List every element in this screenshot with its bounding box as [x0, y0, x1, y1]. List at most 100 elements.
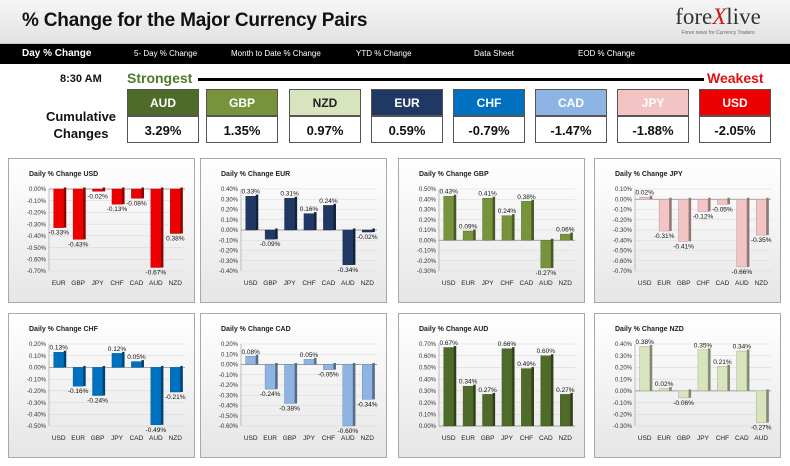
data-label: 0.13%	[49, 345, 68, 352]
bar-side	[531, 199, 534, 241]
x-tick-label: USD	[638, 280, 652, 287]
bar-chf	[323, 364, 334, 370]
bar-nzd	[560, 394, 571, 427]
nav-eod-change[interactable]: EOD % Change	[578, 49, 635, 58]
bar-side	[102, 365, 106, 396]
chart-panel-gbp[interactable]: Daily % Change GBP 0.50% 0.40% 0.30% 0.20% 0.…	[398, 158, 585, 303]
strength-scale-line	[198, 78, 704, 81]
x-tick-label: AUD	[149, 435, 163, 442]
currency-tile-usd[interactable]: USD	[699, 89, 771, 116]
currency-tile-eur[interactable]: EUR	[371, 89, 443, 116]
bar-nzd	[170, 367, 181, 393]
y-tick-label: 0.20%	[419, 218, 437, 224]
chart-panel-nzd[interactable]: Daily % Change NZD 0.40% 0.30% 0.20% 0.10% 0.…	[594, 313, 781, 458]
bar-usd	[443, 347, 454, 427]
bar-gbp	[284, 364, 295, 404]
nav-data-sheet[interactable]: Data Sheet	[474, 49, 515, 58]
chart-panel-usd[interactable]: Daily % Change USD 0.00% -0.10% -0.20% -0.30…	[8, 158, 195, 303]
data-label: -0.12%	[693, 214, 714, 221]
y-tick-label: 0.00%	[419, 424, 437, 430]
data-label: -0.21%	[165, 394, 186, 401]
bar-gbp	[264, 229, 276, 240]
bar-cad	[717, 199, 728, 205]
x-tick-label: JPY	[501, 435, 514, 442]
currency-tile-cad[interactable]: CAD	[535, 89, 607, 116]
x-tick-label: EUR	[52, 280, 66, 287]
logo-tagline: Forex news for Currency Traders	[681, 30, 755, 36]
bar-aud	[736, 199, 748, 268]
currency-tile-jpy[interactable]: JPY	[617, 89, 689, 116]
chart-panel-chf[interactable]: Daily % Change CHF 0.20% 0.10% 0.00% -0.10% -…	[8, 313, 195, 458]
bar-side	[550, 238, 554, 268]
chart-panel-cad[interactable]: Daily % Change CAD 0.20% 0.10% 0.00% -0.10% -…	[200, 313, 387, 458]
bar-side	[83, 187, 86, 240]
nav-ytd-change[interactable]: YTD % Change	[356, 49, 412, 58]
bar-side	[275, 363, 278, 390]
bar-side	[708, 348, 711, 391]
x-tick-label: JPY	[284, 280, 297, 287]
data-label: 0.21%	[713, 359, 732, 366]
bar-side	[160, 365, 164, 425]
x-tick-label: CAD	[130, 280, 144, 287]
y-tick-label: -0.10%	[27, 199, 47, 205]
bar-cad	[131, 361, 142, 368]
data-label: 0.02%	[635, 190, 654, 197]
nav-month-to-date[interactable]: Month to Date % Change	[231, 49, 321, 58]
data-label: -0.66%	[732, 269, 753, 276]
y-tick-label: 0.40%	[615, 342, 633, 348]
cumulative-value-eur: 0.59%	[371, 116, 443, 143]
nav-bar: Day % Change 5- Day % Change Month to Da…	[0, 44, 790, 64]
currency-tile-chf[interactable]: CHF	[453, 89, 525, 116]
currency-tile-nzd[interactable]: NZD	[289, 89, 361, 116]
y-tick-label: 0.40%	[419, 377, 437, 383]
bar-nzd	[170, 188, 181, 234]
chart-panel-aud[interactable]: Daily % Change AUD 0.70% 0.60% 0.50% 0.40% 0.…	[398, 313, 585, 458]
bar-cad	[521, 201, 532, 241]
y-tick-label: -0.30%	[27, 401, 47, 407]
bar-side	[333, 203, 336, 230]
bar-side	[727, 197, 730, 205]
bar-side	[372, 363, 375, 400]
bar-side	[141, 187, 144, 199]
y-tick-label: 0.20%	[615, 366, 633, 372]
y-tick-label: 0.20%	[29, 342, 47, 348]
nav-day-change[interactable]: Day % Change	[22, 48, 92, 59]
bar-side	[122, 351, 125, 368]
forexlive-logo[interactable]: foreXlive Forex news for Currency Trader…	[658, 4, 778, 38]
y-tick-label: 0.30%	[615, 354, 633, 360]
cumulative-value-jpy: -1.88%	[617, 116, 689, 143]
y-tick-label: -0.50%	[27, 424, 47, 430]
bar-cad	[736, 350, 748, 392]
chart-nzd: Daily % Change NZD 0.40% 0.30% 0.20% 0.10% 0.…	[613, 326, 772, 442]
x-tick-label: EUR	[657, 435, 671, 442]
y-tick-label: 0.10%	[221, 218, 239, 224]
x-tick-label: JPY	[303, 435, 316, 442]
x-tick-label: EUR	[71, 435, 85, 442]
data-label: 0.43%	[439, 189, 458, 196]
chart-title: Daily % Change CHF	[29, 326, 99, 333]
bar-side	[492, 392, 496, 426]
chart-usd: Daily % Change USD 0.00% -0.10% -0.20% -0.30…	[27, 171, 185, 287]
bar-side	[766, 197, 769, 236]
x-tick-label: GBP	[283, 435, 297, 442]
currency-tile-gbp[interactable]: GBP	[206, 89, 278, 116]
timestamp: 8:30 AM	[60, 73, 102, 85]
y-tick-label: 0.40%	[419, 197, 437, 203]
y-tick-label: 0.40%	[221, 187, 239, 193]
x-tick-label: CHF	[696, 280, 709, 287]
bar-side	[512, 347, 515, 426]
currency-tile-aud[interactable]: AUD	[127, 89, 199, 116]
x-tick-label: AUD	[735, 280, 749, 287]
x-tick-label: NZD	[755, 280, 769, 287]
logo-text-x: X	[712, 4, 727, 29]
bar-usd	[53, 352, 64, 368]
chart-panel-jpy[interactable]: Daily % Change JPY 0.10% 0.00% -0.10% -0.20%…	[594, 158, 781, 303]
nav-5day-change[interactable]: 5- Day % Change	[134, 49, 198, 58]
y-tick-label: -0.20%	[219, 383, 239, 389]
bar-aud	[756, 390, 767, 423]
chart-panel-eur[interactable]: Daily % Change EUR 0.40% 0.30% 0.20% 0.10% 0.…	[200, 158, 387, 303]
bar-side	[83, 365, 86, 387]
data-label: 0.67%	[439, 340, 458, 347]
bar-chf	[697, 199, 709, 212]
cumulative-label-line-1: Cumulative	[45, 109, 117, 124]
